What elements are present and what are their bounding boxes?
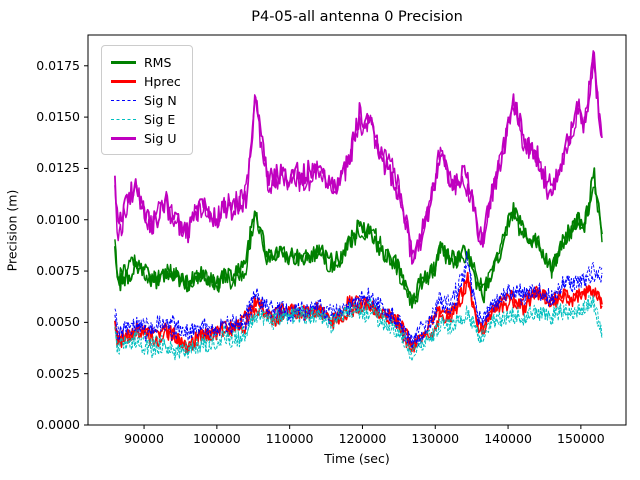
legend-label: Sig E	[144, 112, 176, 127]
x-tick-label: 110000	[265, 431, 314, 446]
y-tick-label: 0.0025	[36, 365, 80, 381]
x-tick-label: 100000	[192, 431, 241, 446]
series-line-rms	[114, 167, 603, 309]
x-tick-label: 150000	[557, 431, 605, 446]
series-line-rms	[114, 186, 603, 307]
legend-item-sig-e: Sig E	[111, 110, 183, 129]
sig-e-line-sample-icon	[111, 119, 136, 120]
legend-label: Sig N	[144, 93, 177, 108]
legend-item-rms: RMS	[111, 53, 183, 72]
legend: RMS Hprec Sig N Sig E Sig U	[101, 45, 193, 155]
legend-label: RMS	[144, 55, 172, 70]
sig-u-line-sample-icon	[111, 137, 136, 140]
y-tick-label: 0.0150	[36, 109, 80, 125]
legend-item-sig-n: Sig N	[111, 91, 183, 110]
legend-item-hprec: Hprec	[111, 72, 183, 91]
y-tick-label: 0.0075	[36, 263, 80, 279]
x-axis-label: Time (sec)	[324, 451, 390, 466]
y-tick-label: 0.0050	[36, 314, 80, 330]
series-line-sig-e	[114, 294, 603, 362]
y-tick-label: 0.0000	[36, 417, 80, 432]
y-tick-label: 0.0100	[36, 211, 80, 227]
legend-label: Sig U	[144, 131, 177, 146]
series-line-sig-u	[114, 50, 603, 260]
x-tick-label: 130000	[411, 431, 460, 446]
y-tick-label: 0.0125	[36, 160, 80, 176]
x-tick-label: 140000	[484, 431, 532, 446]
x-tick-label: 120000	[338, 431, 387, 446]
rms-line-sample-icon	[111, 61, 136, 64]
x-tick-label: 90000	[124, 431, 164, 446]
hprec-line-sample-icon	[111, 80, 136, 83]
chart-title: P4-05-all antenna 0 Precision	[251, 9, 463, 25]
legend-item-sig-u: Sig U	[111, 129, 183, 148]
legend-label: Hprec	[144, 74, 181, 89]
y-tick-label: 0.0175	[36, 57, 80, 73]
plot-border	[87, 34, 627, 426]
sig-n-line-sample-icon	[111, 100, 136, 101]
